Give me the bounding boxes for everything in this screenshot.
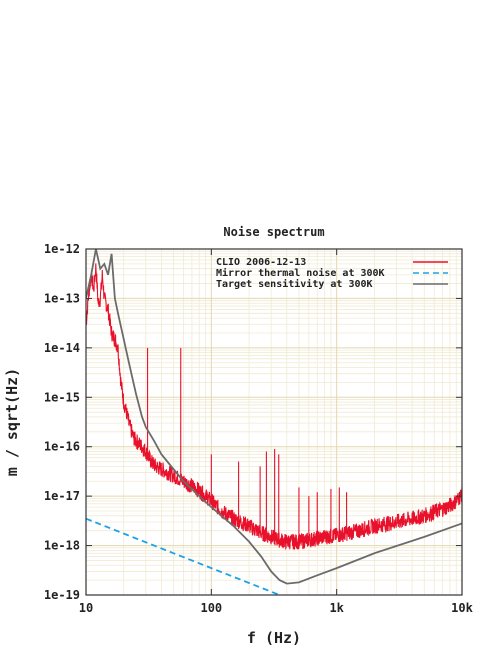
y-tick-label: 1e-17: [44, 489, 80, 503]
y-axis-title: m / sqrt(Hz): [3, 368, 21, 476]
y-tick-label: 1e-18: [44, 539, 80, 553]
legend-label-0: CLIO 2006-12-13: [216, 257, 306, 268]
x-tick-label: 100: [200, 601, 222, 615]
y-tick-label: 1e-14: [44, 341, 80, 355]
plot-frame: [85, 248, 463, 596]
series-line-1: [86, 517, 282, 595]
x-tick-label: 10k: [451, 601, 473, 615]
series-layer: [86, 249, 462, 595]
y-tick-label: 1e-12: [44, 242, 80, 256]
legend-label-1: Mirror thermal noise at 300K: [216, 267, 385, 279]
series-line-2: [86, 249, 462, 585]
y-tick-label: 1e-13: [44, 291, 80, 305]
y-tick-label: 1e-19: [44, 588, 80, 602]
x-tick-label: 1k: [329, 601, 344, 615]
x-tick-label: 10: [79, 601, 93, 615]
y-tick-label: 1e-15: [44, 390, 80, 404]
ticks: 10 100 1k 10k 1e-12 1e-13 1e-14 1e-15 1e-16 1e-17…: [44, 242, 474, 615]
legend-label-2: Target sensitivity at 300K: [216, 278, 373, 290]
chart-title: Noise spectrum: [223, 225, 324, 239]
y-tick-label: 1e-16: [44, 440, 80, 454]
x-axis-title: f (Hz): [247, 629, 301, 647]
series-line-0: [86, 263, 462, 551]
